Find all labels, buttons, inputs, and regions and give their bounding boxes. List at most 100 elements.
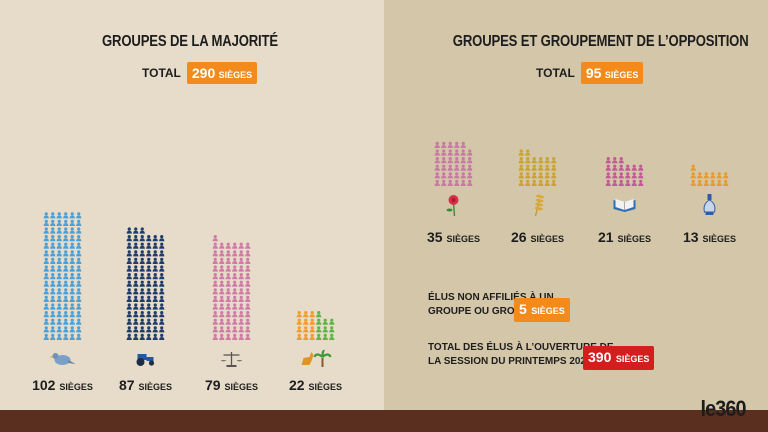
seat-person [133,242,139,249]
seat-person [245,280,251,287]
seat-person [139,288,145,295]
seat-person [69,227,75,234]
seat-person [723,179,729,186]
seat-person [551,172,557,179]
seat-person [618,179,624,186]
seat-person [212,311,218,318]
seat-person [219,288,225,295]
seat-unit: SIÈGES [446,234,480,244]
seat-person [56,265,62,272]
seat-person [441,172,447,179]
seat-person [50,242,56,249]
seat-person [50,212,56,219]
seat-person [225,303,231,310]
seat-person [76,235,82,242]
seat-person [43,212,49,219]
seat-person [43,280,49,287]
seat-person [50,219,56,226]
seat-person [690,164,696,171]
seat-person [467,149,473,156]
seat-person [618,157,624,164]
seat-person [43,311,49,318]
seat-person [56,288,62,295]
seat-person [245,311,251,318]
seat-person [441,179,447,186]
seat-person [605,172,611,179]
seat-person [245,242,251,249]
seat-person [139,235,145,242]
seat-person [152,257,158,264]
seat-person [159,333,165,340]
seat-person [618,164,624,171]
seat-person [212,265,218,272]
seat-person [56,333,62,340]
seat-person [518,179,524,186]
seat-person [245,333,251,340]
seat-count: 13 [683,229,703,245]
seat-person [133,333,139,340]
seat-person [225,295,231,302]
seat-person [309,326,315,333]
seat-person [309,311,315,318]
seat-person [296,326,302,333]
seat-person [638,164,644,171]
seat-person [63,219,69,226]
seat-person [531,179,537,186]
seat-person [69,250,75,257]
seat-person [212,288,218,295]
seat-person [159,311,165,318]
seat-person [434,149,440,156]
seat-person [133,288,139,295]
book-icon [613,199,636,212]
seat-person [245,318,251,325]
seat-person [152,318,158,325]
seat-person [146,235,152,242]
seat-person [126,250,132,257]
seat-person [139,311,145,318]
seat-person [525,149,531,156]
seat-person [159,235,165,242]
seat-bar-4 [296,311,335,340]
seat-person [63,235,69,242]
seat-person [232,326,238,333]
seat-person [133,318,139,325]
seat-person [225,265,231,272]
seat-person [531,164,537,171]
seat-person [76,257,82,264]
seat-bar-1 [43,212,82,340]
seat-person [159,265,165,272]
seat-person [232,257,238,264]
seat-person [316,311,322,318]
seat-label-1: 102 SIÈGES [23,377,103,395]
total-elected-unit: SIÈGES [615,354,650,364]
seat-person [126,333,132,340]
seat-person [146,265,152,272]
seat-person [245,303,251,310]
seat-person [329,326,335,333]
seat-person [467,157,473,164]
seat-person [434,172,440,179]
seat-person [631,172,637,179]
seat-bar-8 [690,164,729,186]
seat-person [139,280,145,287]
seat-person [544,179,550,186]
seat-person [76,227,82,234]
seat-person [63,326,69,333]
seat-person [50,326,56,333]
seat-person [159,273,165,280]
seat-person [159,326,165,333]
seat-person [303,326,309,333]
seat-person [212,257,218,264]
seat-person [56,257,62,264]
seat-label-5: 35 SIÈGES [414,229,494,247]
seat-person [219,295,225,302]
seat-person [447,141,453,148]
opposition-total-unit: SIÈGES [604,70,639,80]
seat-person [159,318,165,325]
seat-person [544,164,550,171]
seat-person [518,149,524,156]
seat-person [146,242,152,249]
seat-person [50,257,56,264]
seat-person [69,333,75,340]
